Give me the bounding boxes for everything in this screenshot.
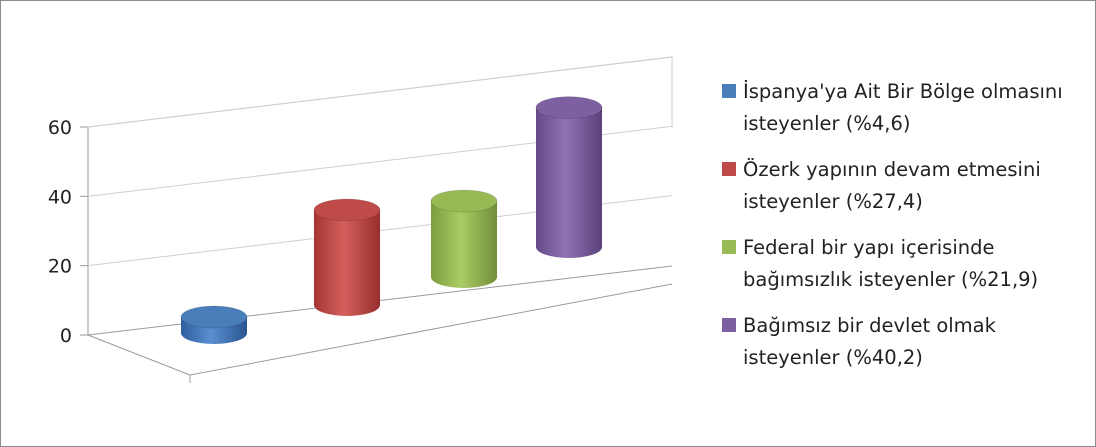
y-tick-label: 60 — [48, 117, 72, 139]
legend: İspanya'ya Ait Bir Bölge olmasını isteye… — [722, 76, 1092, 388]
bar-top — [535, 96, 603, 120]
y-tick-label: 0 — [60, 325, 72, 347]
legend-swatch-green — [722, 240, 736, 254]
bar-top — [180, 305, 248, 329]
y-tick-label: 20 — [48, 256, 72, 278]
y-axis-ticks: 0 20 40 60 — [48, 117, 88, 347]
legend-item-independence: Bağımsız bir devlet olmak isteyenler (%4… — [722, 310, 1092, 374]
legend-label: İspanya'ya Ait Bir Bölge olmasını isteye… — [743, 80, 1063, 135]
bar-3 — [430, 189, 498, 288]
legend-label: Federal bir yapı içerisinde bağımsızlık … — [743, 236, 1039, 291]
bar-4 — [535, 96, 603, 258]
legend-swatch-blue — [722, 84, 736, 98]
legend-swatch-purple — [722, 318, 736, 332]
bar-body — [314, 210, 380, 316]
legend-item-spain-region: İspanya'ya Ait Bir Bölge olmasını isteye… — [722, 76, 1092, 140]
bar-body — [431, 201, 497, 288]
legend-label: Bağımsız bir devlet olmak isteyenler (%4… — [743, 314, 996, 369]
legend-item-federal: Federal bir yapı içerisinde bağımsızlık … — [722, 232, 1092, 296]
bar-1 — [180, 305, 248, 344]
bar-2 — [313, 198, 381, 316]
bar-top — [430, 189, 498, 213]
legend-item-autonomy: Özerk yapının devam etmesini isteyenler … — [722, 154, 1092, 218]
bars — [180, 96, 603, 344]
y-tick-label: 40 — [48, 186, 72, 208]
bar-top — [313, 198, 381, 222]
legend-label: Özerk yapının devam etmesini isteyenler … — [743, 158, 1041, 213]
legend-swatch-red — [722, 162, 736, 176]
gridline — [87, 56, 673, 128]
bar-body — [536, 107, 602, 258]
